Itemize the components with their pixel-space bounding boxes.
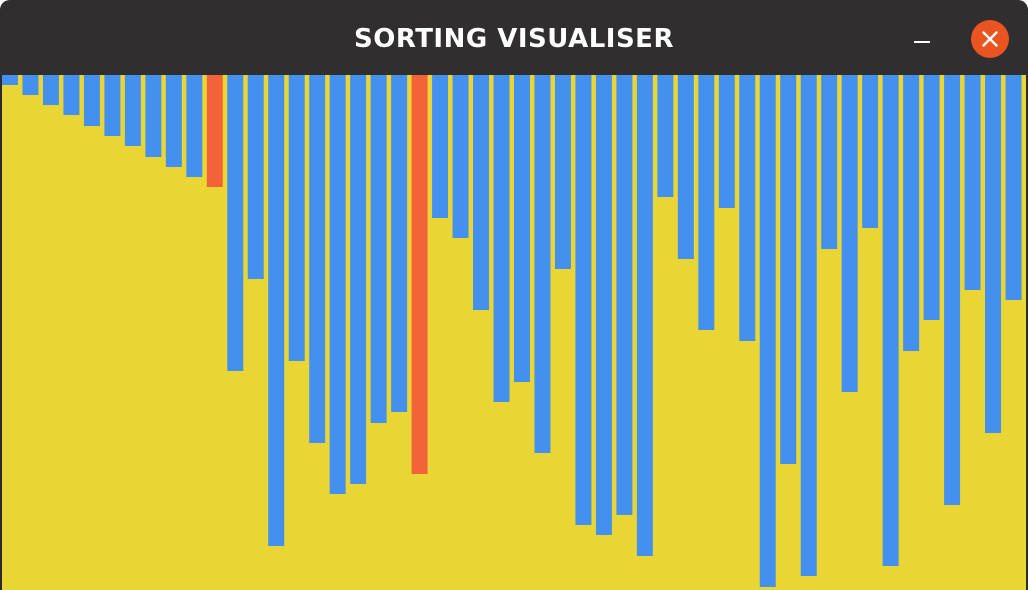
bar (575, 75, 592, 525)
bar (145, 75, 162, 157)
bar (124, 75, 141, 146)
bar (534, 75, 551, 453)
bar (657, 75, 674, 197)
bar (759, 75, 776, 587)
bar-highlighted (411, 75, 428, 474)
bar (616, 75, 633, 515)
bar (370, 75, 387, 423)
minimize-button[interactable] (906, 24, 938, 56)
close-button[interactable] (971, 20, 1009, 58)
bar (42, 75, 59, 105)
bar-chart (2, 75, 1022, 587)
bar (288, 75, 305, 361)
bar (595, 75, 612, 535)
bar (862, 75, 879, 228)
bar (964, 75, 981, 290)
bar (22, 75, 39, 95)
bar (780, 75, 797, 464)
bar (391, 75, 408, 412)
minimize-icon (914, 41, 930, 43)
bar (473, 75, 490, 310)
bar (493, 75, 510, 402)
bar (821, 75, 838, 249)
bar (1005, 75, 1022, 300)
sorting-canvas (2, 75, 1026, 590)
bar (165, 75, 182, 167)
bar (186, 75, 203, 177)
bar (554, 75, 571, 269)
bar (698, 75, 715, 330)
bar (104, 75, 121, 136)
bar (636, 75, 653, 556)
bar (903, 75, 920, 351)
bar (800, 75, 817, 576)
bar (718, 75, 735, 208)
bar (841, 75, 858, 392)
bar (677, 75, 694, 259)
bar (882, 75, 899, 566)
bar (739, 75, 756, 341)
bar (350, 75, 367, 484)
bar (227, 75, 244, 371)
bar (329, 75, 346, 494)
bar (309, 75, 326, 443)
bar (923, 75, 940, 320)
bar (83, 75, 100, 126)
close-icon (982, 31, 998, 47)
bar (432, 75, 449, 218)
bar (452, 75, 469, 238)
bar (2, 75, 18, 85)
bar (268, 75, 285, 546)
bar (63, 75, 80, 115)
bar (247, 75, 264, 279)
bar (944, 75, 961, 505)
window-title: SORTING VISUALISER (354, 24, 674, 54)
bar (514, 75, 530, 382)
title-bar[interactable]: SORTING VISUALISER (0, 0, 1028, 75)
bar (985, 75, 1002, 433)
bar-highlighted (206, 75, 223, 187)
